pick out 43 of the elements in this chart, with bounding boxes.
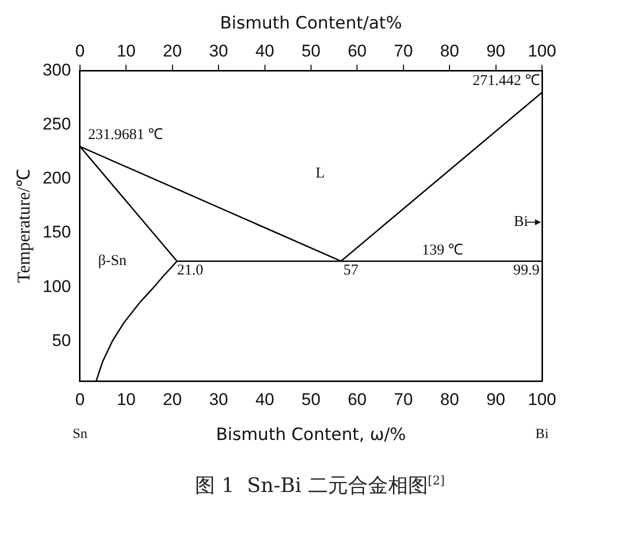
x-axis-title: Bismuth Content, ω/% — [216, 425, 406, 446]
y-tick-label: 250 — [42, 114, 71, 134]
x-tick-label: 10 — [116, 41, 136, 60]
text: 图 1 Sn-Bi 二元合金相图$^{[2]}$ — [194, 472, 446, 499]
x2-tick-label: 90 — [486, 390, 506, 410]
y-axis-title: Temperature/℃ — [14, 169, 34, 283]
x-tick-label: 50 — [302, 41, 320, 60]
x2-tick-label: 0 — [75, 390, 85, 410]
x2-tick-label: 50 — [302, 390, 320, 410]
x2-tick-label: 30 — [209, 390, 228, 410]
x2-tick-label: 70 — [394, 390, 413, 410]
y-tick-label: 50 — [52, 330, 71, 350]
x2-tick-label: 40 — [255, 390, 274, 410]
x-tick-label: 40 — [255, 41, 274, 60]
x-tick-label: 30 — [209, 41, 228, 60]
annotation: β-Sn — [98, 253, 128, 270]
x-tick-label: 80 — [440, 41, 460, 60]
x-tick-label: 100 — [528, 41, 556, 60]
x-tick-label: 20 — [162, 41, 182, 60]
annotation: 231.9681 ℃ — [88, 126, 163, 143]
x2-tick-label: 60 — [348, 390, 367, 410]
x2-tick-label: 80 — [440, 390, 460, 410]
y-tick-label: 200 — [42, 168, 71, 188]
y-tick-label: 300 — [42, 60, 71, 80]
text: Bi — [535, 426, 549, 442]
x2-tick-label: 10 — [116, 390, 136, 410]
annotation: L — [316, 165, 325, 182]
x-tick-label: 60 — [348, 41, 367, 60]
x2-tick-label: 100 — [528, 390, 556, 410]
annotation: Bi — [514, 214, 528, 230]
y-tick-label: 100 — [42, 276, 71, 296]
x-tick-label: 0 — [75, 41, 85, 60]
annotation: 21.0 — [176, 262, 204, 279]
annotation: 271.442 ℃ — [472, 72, 540, 89]
annotation: 139 ℃ — [422, 242, 464, 259]
x2-axis-title: Bismuth Content/at% — [220, 14, 402, 34]
text: Sn — [72, 426, 88, 442]
x2-tick-label: 20 — [162, 390, 182, 410]
x-tick-label: 90 — [486, 41, 506, 60]
annotation: 99.9 — [513, 262, 540, 279]
annotation: 57 — [343, 262, 359, 279]
x-tick-label: 70 — [394, 41, 413, 60]
y-tick-label: 150 — [42, 222, 71, 242]
